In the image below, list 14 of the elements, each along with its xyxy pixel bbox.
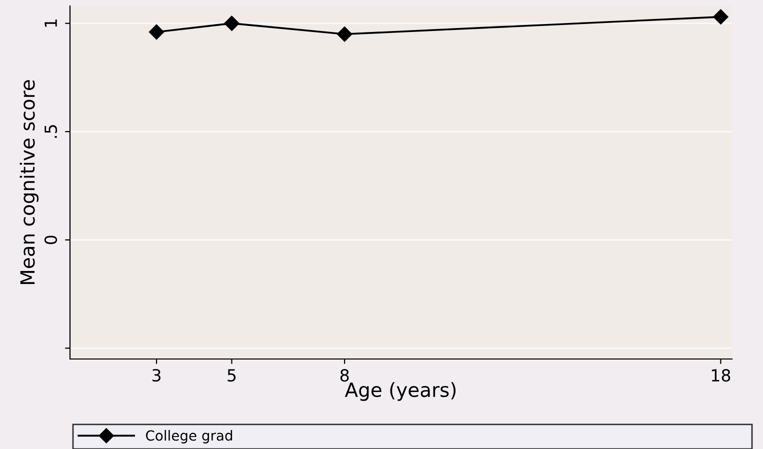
- x-tick-label: 5: [228, 369, 236, 382]
- x-axis-title: Age (years): [344, 382, 456, 401]
- x-tick-label: 18: [712, 369, 730, 382]
- point: [224, 16, 240, 31]
- y-tick-label: 0: [44, 236, 58, 244]
- y-tick-label: .5: [44, 125, 58, 138]
- point: [148, 24, 164, 40]
- legend-label: College grad: [146, 430, 232, 444]
- point: [713, 9, 728, 24]
- x-tick-label: 8: [340, 369, 349, 382]
- y-axis-title: Mean cognitive score: [20, 80, 39, 284]
- y-tick-label: 1: [44, 20, 57, 27]
- x-tick-label: 3: [152, 369, 160, 382]
- point: [337, 26, 352, 42]
